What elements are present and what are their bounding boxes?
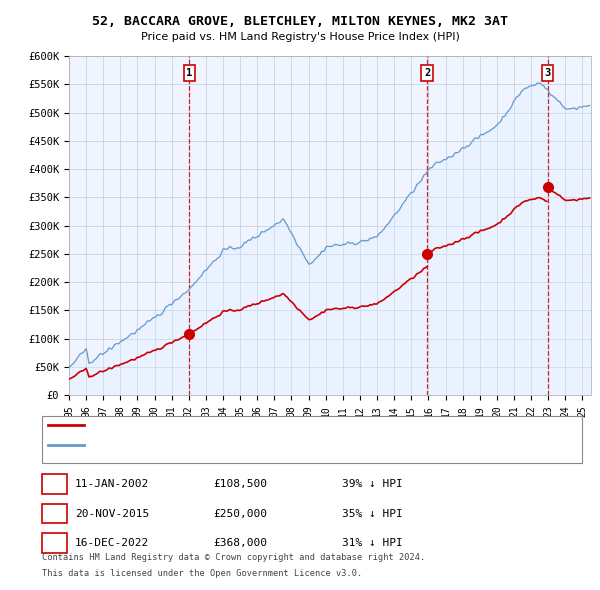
Text: £368,000: £368,000 <box>213 539 267 548</box>
Text: £108,500: £108,500 <box>213 480 267 489</box>
Text: Contains HM Land Registry data © Crown copyright and database right 2024.: Contains HM Land Registry data © Crown c… <box>42 553 425 562</box>
Text: 20-NOV-2015: 20-NOV-2015 <box>75 509 149 519</box>
Text: 3: 3 <box>544 68 551 78</box>
Text: 31% ↓ HPI: 31% ↓ HPI <box>342 539 403 548</box>
Text: 1: 1 <box>187 68 193 78</box>
Text: 3: 3 <box>51 539 58 548</box>
Text: This data is licensed under the Open Government Licence v3.0.: This data is licensed under the Open Gov… <box>42 569 362 578</box>
Text: Price paid vs. HM Land Registry's House Price Index (HPI): Price paid vs. HM Land Registry's House … <box>140 32 460 42</box>
Text: 52, BACCARA GROVE, BLETCHLEY, MILTON KEYNES, MK2 3AT (detached house): 52, BACCARA GROVE, BLETCHLEY, MILTON KEY… <box>90 420 496 430</box>
Text: 2: 2 <box>424 68 430 78</box>
Text: 35% ↓ HPI: 35% ↓ HPI <box>342 509 403 519</box>
Text: 52, BACCARA GROVE, BLETCHLEY, MILTON KEYNES, MK2 3AT: 52, BACCARA GROVE, BLETCHLEY, MILTON KEY… <box>92 15 508 28</box>
Text: 1: 1 <box>51 480 58 489</box>
Text: 39% ↓ HPI: 39% ↓ HPI <box>342 480 403 489</box>
Text: 11-JAN-2002: 11-JAN-2002 <box>75 480 149 489</box>
Text: 2: 2 <box>51 509 58 519</box>
Text: £250,000: £250,000 <box>213 509 267 519</box>
Text: 16-DEC-2022: 16-DEC-2022 <box>75 539 149 548</box>
Text: HPI: Average price, detached house, Milton Keynes: HPI: Average price, detached house, Milt… <box>90 441 378 450</box>
